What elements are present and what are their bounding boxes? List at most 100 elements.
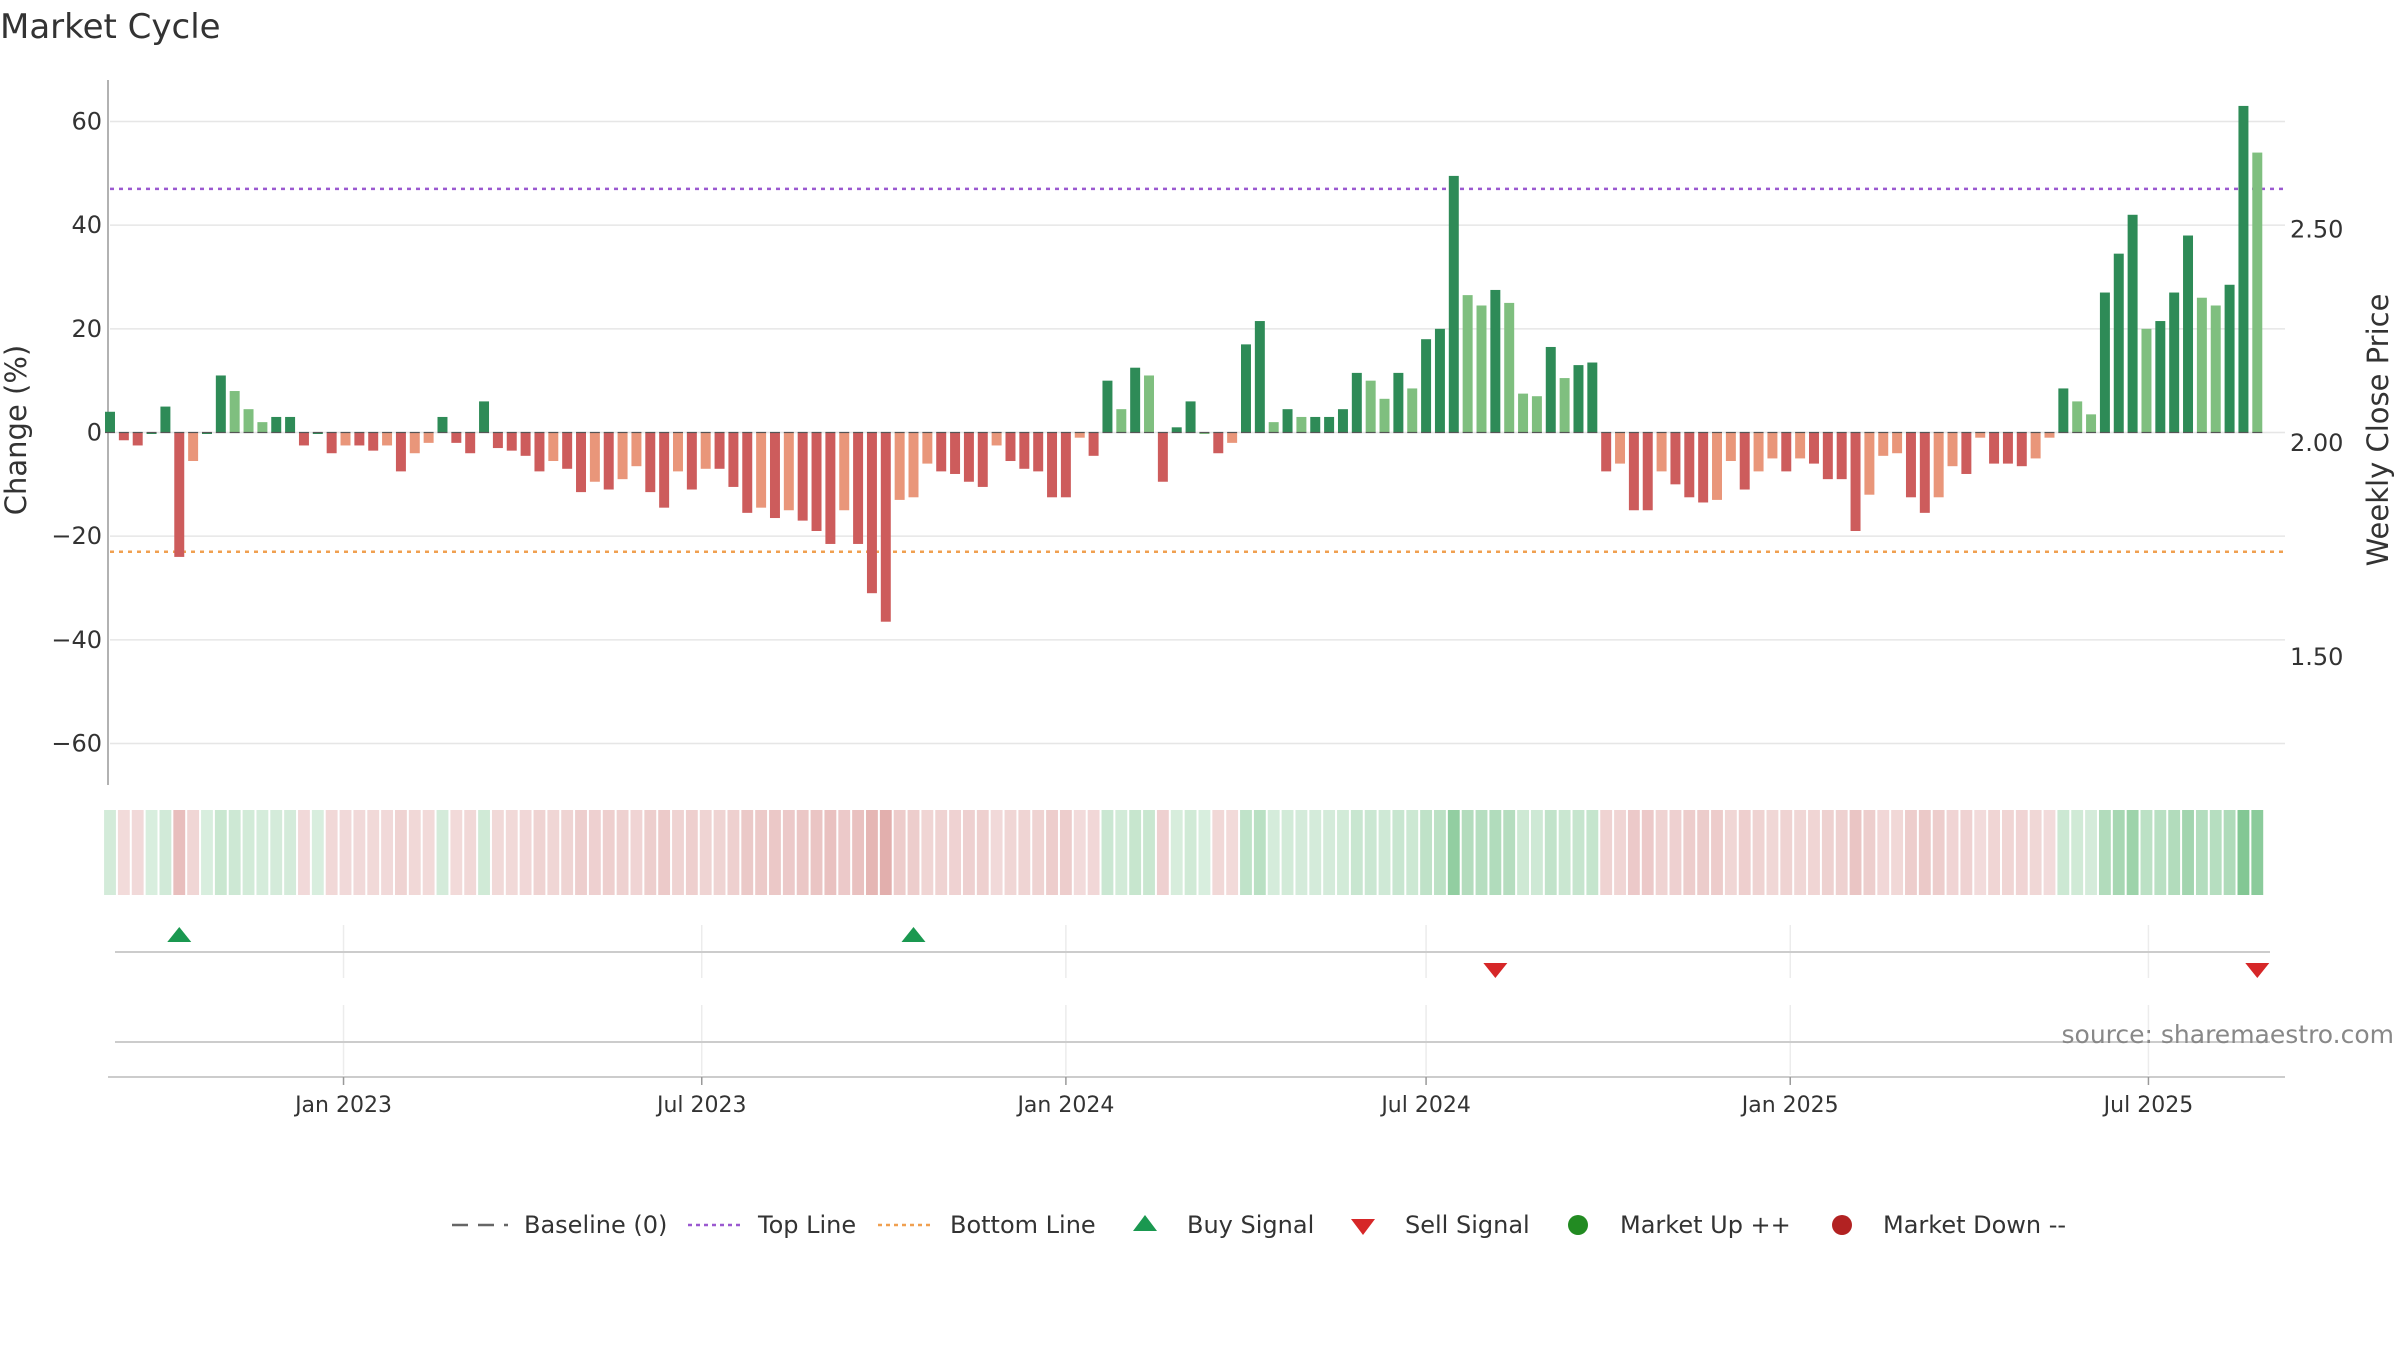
bar xyxy=(1074,432,1085,438)
heat-cell xyxy=(242,810,255,895)
heat-cell xyxy=(2071,810,2084,895)
heat-cell xyxy=(1503,810,1516,895)
bar xyxy=(1892,432,1903,454)
heat-cell xyxy=(450,810,463,895)
heat-cell xyxy=(824,810,837,895)
x-tick-label: Jan 2023 xyxy=(293,1093,392,1118)
bar xyxy=(1587,362,1598,433)
heat-cell xyxy=(1129,810,1142,895)
y-tick-label: 20 xyxy=(71,315,102,343)
bar xyxy=(631,432,642,467)
heat-cell xyxy=(616,810,629,895)
bar xyxy=(2183,235,2194,433)
bar xyxy=(1379,398,1390,433)
bar xyxy=(548,432,559,462)
heat-cell xyxy=(672,810,684,895)
heat-cell xyxy=(1489,810,1502,895)
bar xyxy=(562,432,573,469)
bar xyxy=(977,432,988,487)
heat-cell xyxy=(422,810,435,895)
heat-cell xyxy=(1143,810,1155,895)
heat-cell xyxy=(1697,810,1710,895)
bar xyxy=(1033,432,1044,472)
bar xyxy=(1601,432,1612,472)
x-tick-label: Jan 2025 xyxy=(1740,1093,1839,1118)
bar xyxy=(1531,396,1542,433)
bar xyxy=(2030,432,2041,459)
y-tick-label: −20 xyxy=(51,522,102,550)
heat-cell xyxy=(838,810,851,895)
heat-cell xyxy=(505,810,518,895)
bar xyxy=(243,409,254,433)
bar xyxy=(2127,214,2138,433)
bar xyxy=(811,432,822,531)
bar-series xyxy=(105,105,2263,622)
heat-cell xyxy=(1877,810,1890,895)
heat-cell xyxy=(1586,810,1599,895)
heat-cell xyxy=(1849,810,1862,895)
bar xyxy=(589,432,600,482)
x-tick-label: Jul 2024 xyxy=(1379,1093,1471,1118)
heat-cell xyxy=(298,810,310,895)
bar xyxy=(1878,432,1889,456)
legend-item: Market Down -- xyxy=(1832,1211,2066,1239)
legend-label: Baseline (0) xyxy=(524,1211,667,1239)
right-y-tick-label: 2.50 xyxy=(2290,216,2343,244)
bar xyxy=(1448,175,1459,433)
bar xyxy=(1310,416,1321,433)
bar xyxy=(783,432,794,511)
bar xyxy=(1795,432,1806,459)
heat-cell xyxy=(990,810,1003,895)
heat-cell xyxy=(1018,810,1031,895)
bar xyxy=(2224,284,2235,433)
buy-signal-marker xyxy=(167,927,192,942)
source-credit: source: sharemaestro.com xyxy=(2062,1020,2395,1049)
legend-item: Baseline (0) xyxy=(452,1211,667,1239)
heat-cell xyxy=(491,810,504,895)
heat-cell xyxy=(893,810,906,895)
heat-cell xyxy=(228,810,241,895)
heat-cell xyxy=(575,810,587,895)
bar xyxy=(728,432,739,487)
bar xyxy=(368,432,379,451)
bar xyxy=(257,422,268,433)
bar xyxy=(534,432,545,472)
heat-cell xyxy=(588,810,601,895)
heat-cell xyxy=(1420,810,1433,895)
legend-item: Market Up ++ xyxy=(1568,1211,1791,1239)
bar xyxy=(423,432,434,443)
bar xyxy=(479,401,490,433)
heat-cell xyxy=(1253,810,1266,895)
heat-cell xyxy=(104,810,116,895)
heat-cell xyxy=(2140,810,2153,895)
bar xyxy=(118,432,129,441)
bar xyxy=(326,432,337,454)
heat-cell xyxy=(1835,810,1848,895)
heat-cell xyxy=(2195,810,2208,895)
bar xyxy=(714,432,725,469)
heat-cell xyxy=(1378,810,1391,895)
sell-signal-marker xyxy=(1483,963,1508,978)
heat-cell xyxy=(1295,810,1308,895)
bar xyxy=(1185,401,1196,433)
x-tick-labels: Jan 2023 Jul 2023 Jan 2024 Jul 2024 Jan 2025… xyxy=(293,1077,2193,1118)
heat-cell xyxy=(519,810,532,895)
bar xyxy=(1518,393,1529,433)
heat-cell xyxy=(2002,810,2014,895)
heat-cell xyxy=(1724,810,1737,895)
heat-cell xyxy=(1614,810,1626,895)
legend-label: Top Line xyxy=(757,1211,856,1239)
bar xyxy=(1919,432,1930,513)
bar xyxy=(1254,321,1265,433)
legend-item: Bottom Line xyxy=(878,1211,1096,1239)
bar xyxy=(2141,328,2152,433)
bar xyxy=(465,432,476,454)
heat-cell xyxy=(796,810,809,895)
bar xyxy=(2072,401,2083,433)
bar xyxy=(756,432,767,508)
right-y-tick-labels: 2.50 2.00 1.50 xyxy=(2290,216,2343,671)
bar xyxy=(1739,432,1750,490)
heat-cell xyxy=(561,810,574,895)
heat-strip xyxy=(104,810,2264,895)
